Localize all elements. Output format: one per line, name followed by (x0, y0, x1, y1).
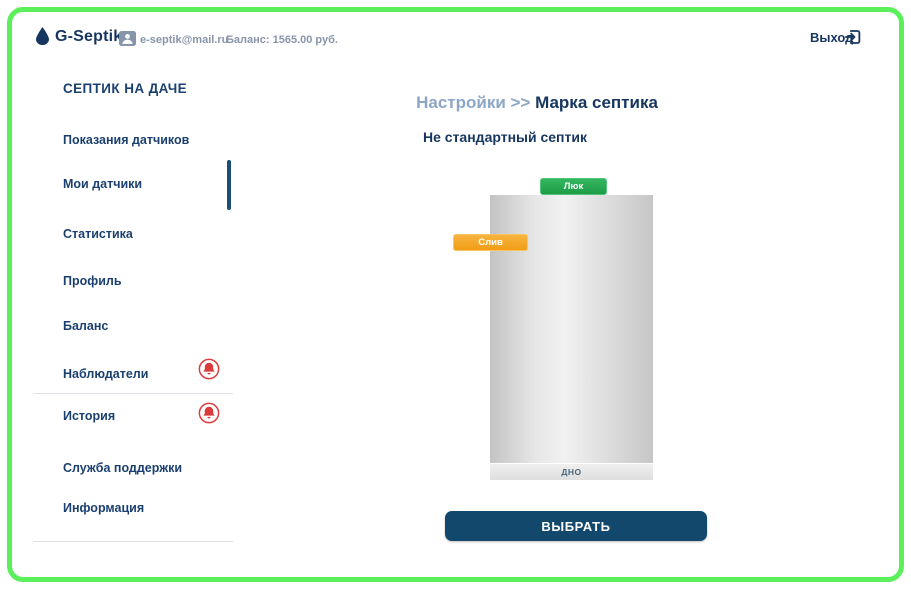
sidebar-item-label: История (63, 409, 116, 423)
sidebar-item-label: Профиль (63, 274, 122, 288)
brand-name: G-Septik (55, 28, 123, 45)
select-button[interactable]: ВЫБРАТЬ (445, 511, 707, 541)
sidebar-item-label: Информация (63, 501, 145, 515)
sidebar-item-information[interactable]: Информация (63, 501, 223, 515)
breadcrumb: Настройки >> Марка септика (416, 93, 658, 113)
droplet-icon (36, 27, 49, 45)
sidebar-item-support[interactable]: Служба поддержки (63, 461, 223, 475)
sidebar-item-sensor-readings[interactable]: Показания датчиков (63, 133, 223, 147)
sidebar-item-my-sensors[interactable]: Мои датчики (63, 177, 223, 191)
page-subtitle: Не стандартный септик (423, 129, 587, 145)
sidebar-item-profile[interactable]: Профиль (63, 274, 223, 288)
contact-card-icon (119, 31, 136, 46)
sidebar-divider (33, 393, 233, 394)
logout-icon[interactable] (844, 28, 862, 46)
sidebar-title: СЕПТИК НА ДАЧЕ (63, 81, 188, 96)
sidebar-divider (33, 541, 233, 542)
page-title: Марка септика (535, 93, 658, 112)
drain-label: Слив (453, 234, 528, 251)
account-email: e-septik@mail.ru (140, 34, 229, 46)
sidebar-item-label: Служба поддержки (63, 461, 183, 475)
bell-icon (198, 358, 220, 380)
balance-text: Баланс: 1565.00 руб. (226, 34, 338, 46)
sidebar-item-label: Баланс (63, 319, 109, 333)
page-frame (7, 7, 904, 582)
breadcrumb-settings-link[interactable]: Настройки >> (416, 93, 531, 112)
sidebar-item-balance[interactable]: Баланс (63, 319, 223, 333)
active-item-indicator (227, 160, 231, 210)
sidebar-item-label: Мои датчики (63, 177, 143, 191)
sidebar-item-observers[interactable]: Наблюдатели (63, 367, 223, 381)
sidebar-item-label: Статистика (63, 227, 133, 241)
tank-bottom-label: ДНО (490, 463, 653, 480)
hatch-label: Люк (540, 178, 607, 195)
sidebar-item-label: Наблюдатели (63, 367, 149, 381)
sidebar-item-history[interactable]: История (63, 409, 223, 423)
sidebar-item-label: Показания датчиков (63, 133, 190, 147)
sidebar-item-statistics[interactable]: Статистика (63, 227, 223, 241)
logout-button[interactable]: Выход (810, 30, 854, 45)
bell-icon (198, 402, 220, 424)
